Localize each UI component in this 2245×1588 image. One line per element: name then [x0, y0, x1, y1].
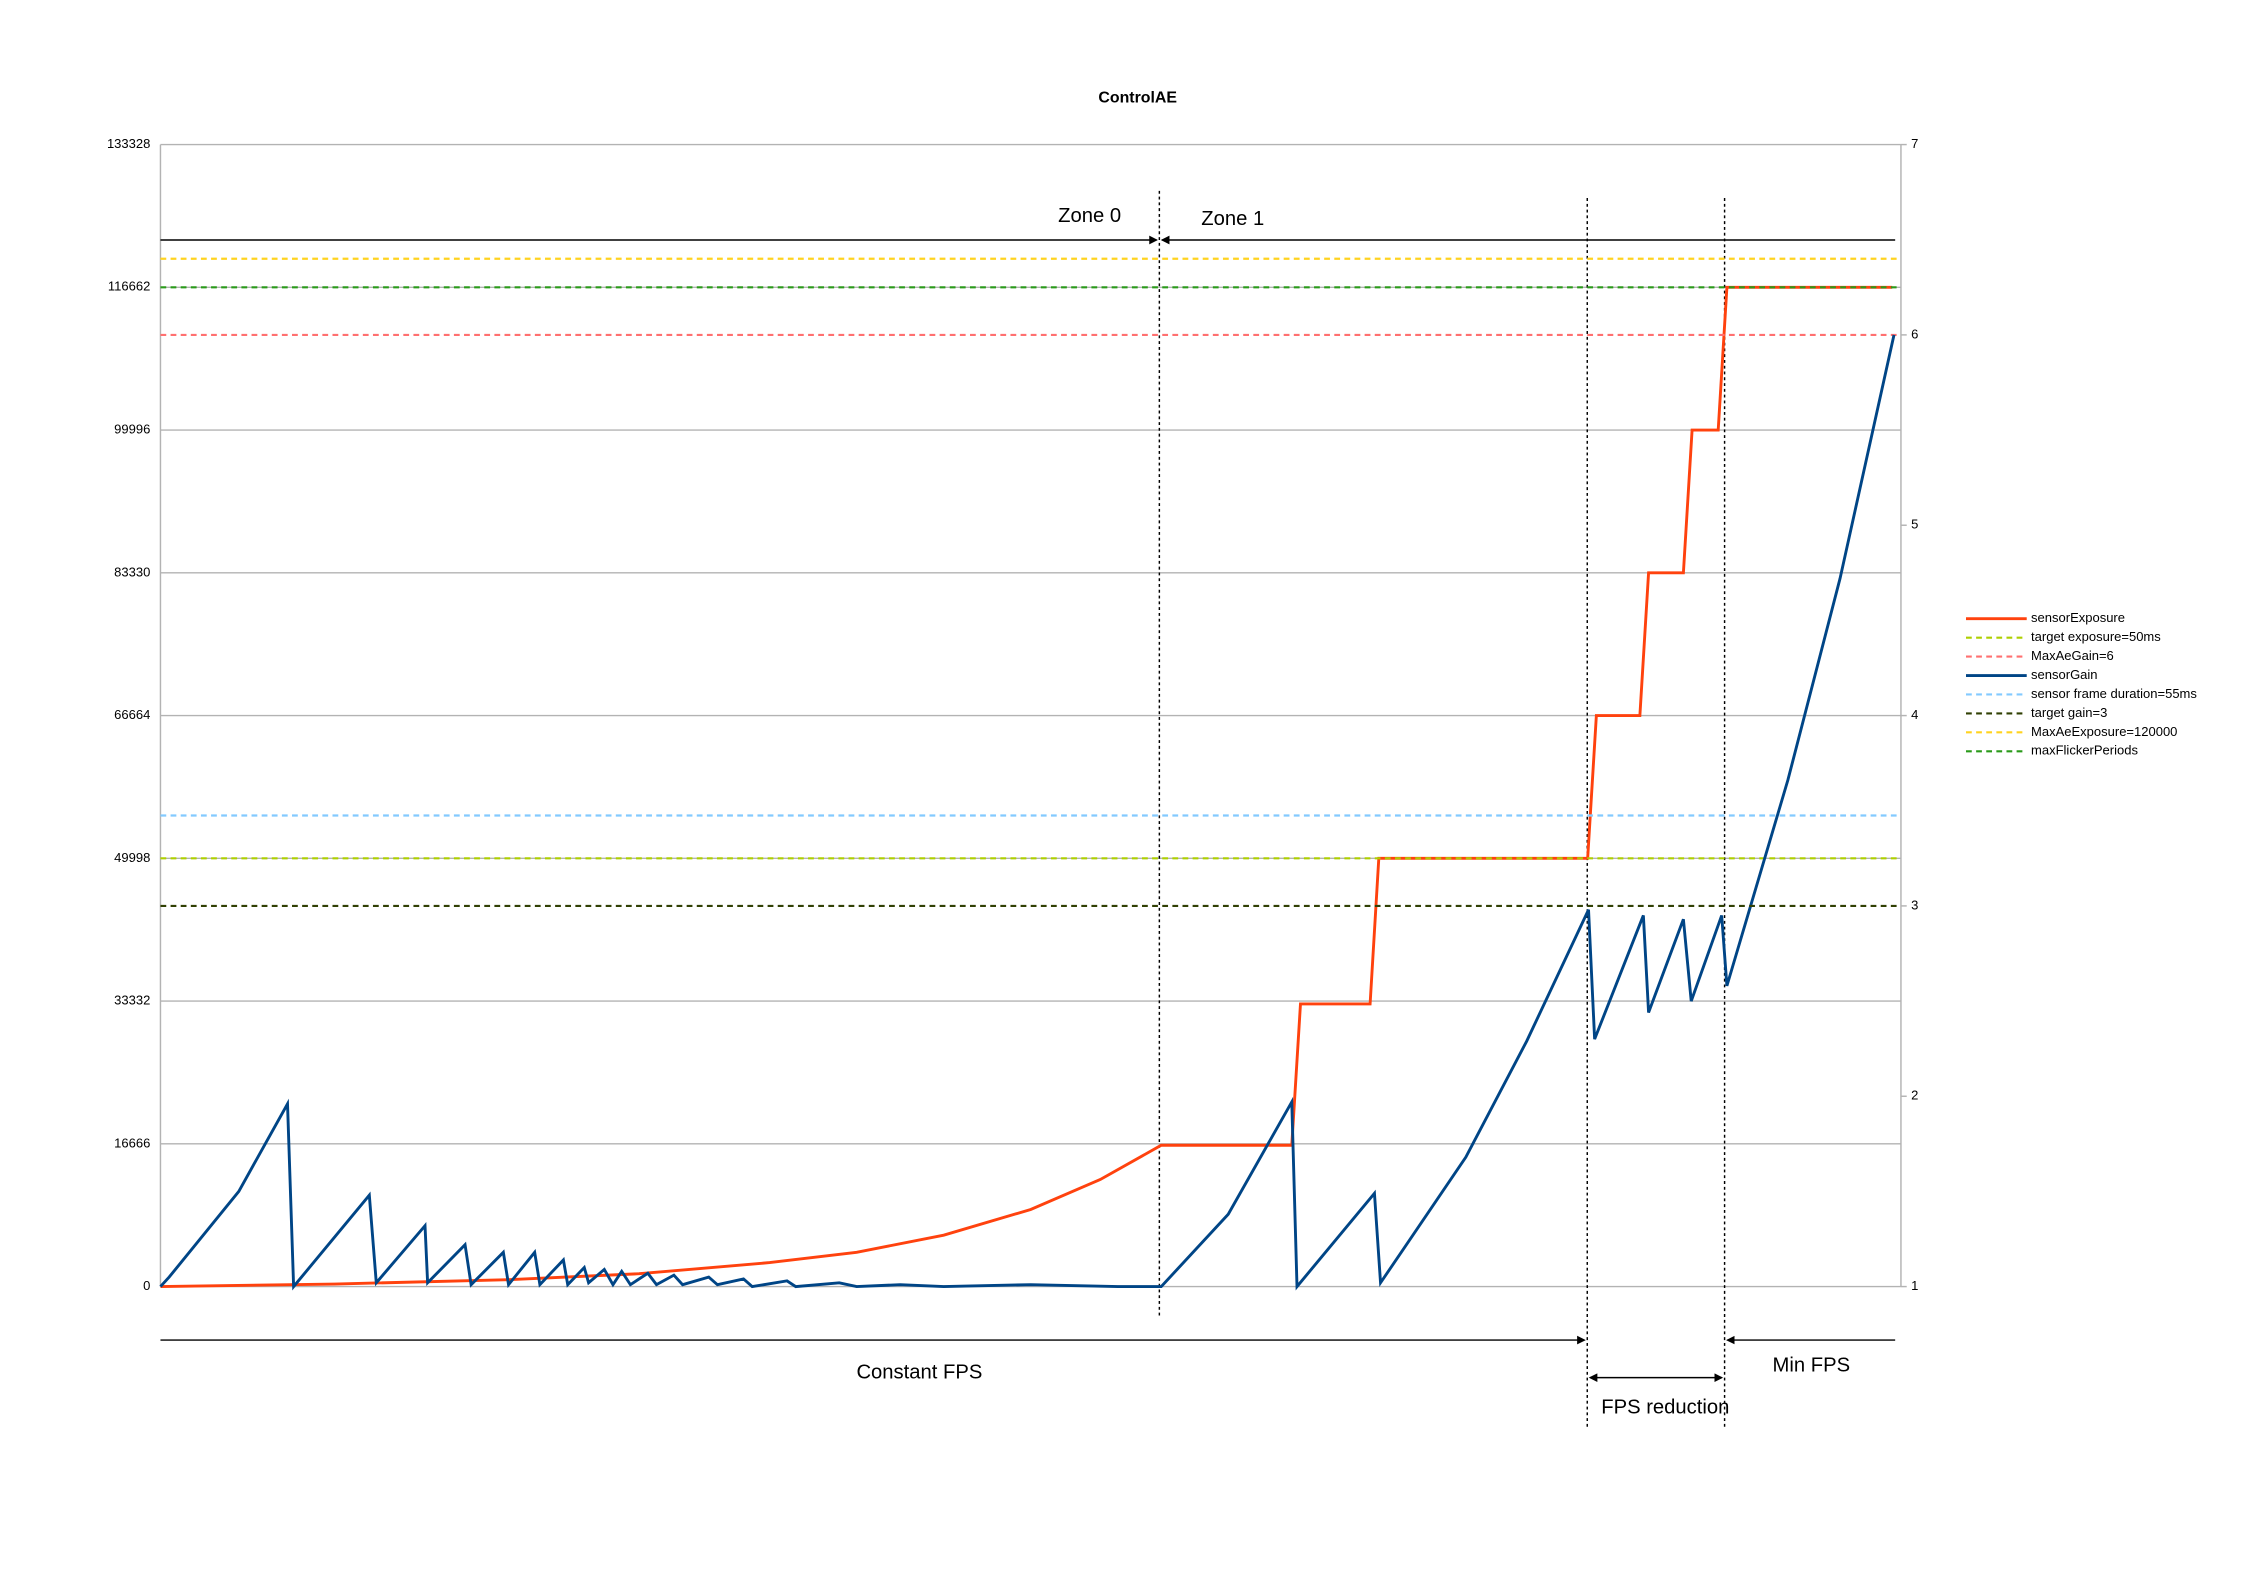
y2-tick-label: 6 [1911, 326, 1918, 341]
legend-label: target gain=3 [2031, 705, 2107, 720]
annotation: Min FPS [1773, 1354, 1851, 1376]
chart-title: ControlAE [1098, 90, 1177, 107]
y-tick-label: 116662 [108, 279, 150, 294]
y2-tick-label: 7 [1911, 136, 1918, 151]
y-tick-label: 99996 [114, 422, 150, 437]
y2-tick-label: 1 [1911, 1278, 1918, 1293]
y-tick-label: 49998 [114, 850, 150, 865]
legend-label: MaxAeExposure=120000 [2031, 724, 2177, 739]
series-line [159, 334, 1896, 1291]
y2-tick-label: 3 [1911, 897, 1918, 912]
y2-tick-label: 5 [1911, 517, 1918, 532]
y-tick-label: 0 [143, 1278, 150, 1293]
legend-label: target exposure=50ms [2031, 629, 2161, 644]
series-line [160, 285, 1893, 1289]
legend-label: sensorGain [2031, 667, 2097, 682]
y-tick-label: 83330 [114, 564, 150, 579]
legend-label: sensor frame duration=55ms [2031, 686, 2197, 701]
annotation: FPS reduction [1601, 1396, 1729, 1418]
y-tick-label: 133328 [107, 136, 150, 151]
y2-tick-label: 2 [1911, 1088, 1918, 1103]
y2-tick-label: 4 [1911, 707, 1918, 722]
annotation: Constant FPS [856, 1362, 982, 1384]
y-tick-label: 33332 [114, 993, 150, 1008]
y-tick-label: 66664 [114, 707, 150, 722]
legend-label: maxFlickerPeriods [2031, 743, 2138, 758]
legend-label: sensorExposure [2031, 610, 2125, 625]
annotation: Zone 0 [1058, 205, 1121, 227]
annotation: Zone 1 [1201, 208, 1264, 230]
y-tick-label: 16666 [114, 1135, 150, 1150]
legend-label: MaxAeGain=6 [2031, 648, 2114, 663]
